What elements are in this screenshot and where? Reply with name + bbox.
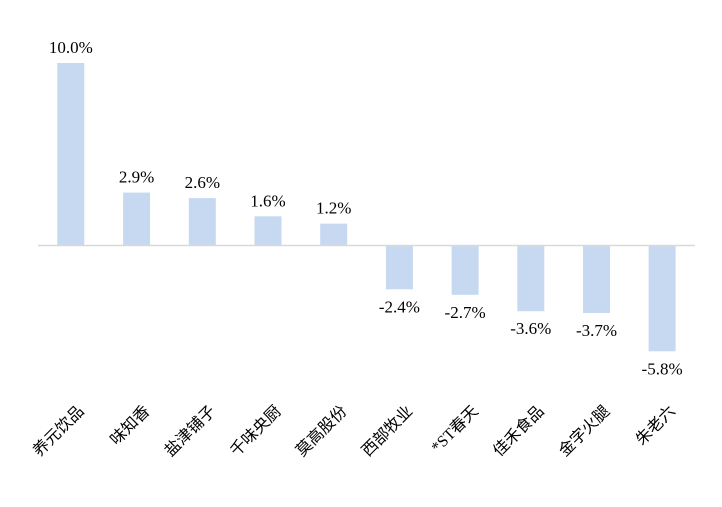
category-label-4: 千味央厨: [227, 402, 285, 460]
bar-5: [320, 223, 348, 246]
bar-1: [57, 63, 85, 246]
value-label-7: -2.7%: [445, 303, 486, 322]
bar-4: [254, 216, 282, 246]
value-label-5: 1.2%: [316, 199, 351, 218]
bar-3: [188, 198, 216, 246]
category-label-5: 莫高股份: [293, 402, 351, 460]
category-label-6: 西部牧业: [358, 402, 416, 460]
value-label-1: 10.0%: [49, 38, 93, 57]
category-labels-layer: 养元饮品 味知香 盐津铺子 千味央厨 莫高股份 西部牧业 *ST春天 佳禾食品 金字火腿 朱老六: [30, 402, 679, 460]
bar-6: [385, 245, 413, 290]
category-label-2: 味知香: [107, 402, 154, 449]
bar-8: [517, 245, 545, 312]
bar-2: [123, 192, 151, 246]
category-label-3: 盐津铺子: [161, 402, 219, 460]
category-label-8: 佳禾食品: [490, 402, 548, 460]
value-label-2: 2.9%: [119, 168, 154, 187]
bar-7: [451, 245, 479, 295]
value-label-3: 2.6%: [185, 173, 220, 192]
value-label-4: 1.6%: [250, 191, 285, 210]
value-labels-layer: 10.0% 2.9% 2.6% 1.6% 1.2% -2.4% -2.7% -3.6% -3.7…: [49, 38, 683, 378]
value-label-8: -3.6%: [510, 319, 551, 338]
category-label-9: 金字火腿: [555, 402, 613, 460]
value-label-9: -3.7%: [576, 321, 617, 340]
bar-9: [583, 245, 610, 313]
category-label-7: *ST春天: [428, 402, 482, 456]
category-label-1: 养元饮品: [30, 402, 88, 460]
category-label-10: 朱老六: [632, 402, 679, 449]
bars-layer: [57, 63, 676, 352]
value-label-6: -2.4%: [379, 297, 420, 316]
value-label-10: -5.8%: [642, 359, 683, 378]
bar-10: [648, 245, 676, 352]
